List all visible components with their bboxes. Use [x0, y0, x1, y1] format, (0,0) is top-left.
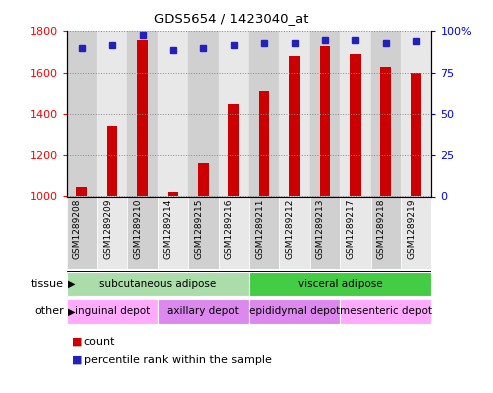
Bar	[340, 299, 431, 324]
Bar	[289, 56, 300, 196]
Bar	[228, 104, 239, 196]
Bar	[249, 272, 431, 296]
Bar	[350, 54, 361, 196]
Text: ■: ■	[71, 337, 82, 347]
Text: mesenteric depot: mesenteric depot	[340, 307, 432, 316]
Bar	[97, 31, 127, 196]
Bar	[249, 299, 340, 324]
Bar	[158, 31, 188, 196]
Bar	[188, 31, 218, 196]
Text: GSM1289208: GSM1289208	[73, 199, 82, 259]
Text: GSM1289218: GSM1289218	[377, 199, 386, 259]
Bar	[401, 31, 431, 196]
Bar	[158, 196, 188, 269]
Bar	[76, 187, 87, 196]
Bar	[371, 196, 401, 269]
Bar	[137, 40, 148, 197]
Bar	[67, 31, 97, 196]
Bar	[127, 31, 158, 196]
Text: inguinal depot: inguinal depot	[74, 307, 150, 316]
Text: GSM1289209: GSM1289209	[103, 199, 112, 259]
Bar	[249, 31, 280, 196]
Text: ▶: ▶	[68, 279, 75, 289]
Bar	[218, 196, 249, 269]
Bar	[127, 196, 158, 269]
Text: GSM1289216: GSM1289216	[225, 199, 234, 259]
Text: GSM1289217: GSM1289217	[347, 199, 355, 259]
Bar	[168, 192, 178, 196]
Bar	[411, 73, 422, 196]
Bar	[319, 46, 330, 196]
Text: GSM1289213: GSM1289213	[316, 199, 325, 259]
Bar	[310, 196, 340, 269]
Text: GSM1289214: GSM1289214	[164, 199, 173, 259]
Bar	[401, 196, 431, 269]
Text: GSM1289212: GSM1289212	[285, 199, 295, 259]
Bar	[280, 196, 310, 269]
Bar	[67, 299, 158, 324]
Bar	[67, 196, 97, 269]
Bar	[107, 126, 117, 196]
Text: visceral adipose: visceral adipose	[298, 279, 383, 289]
Bar	[67, 272, 249, 296]
Bar	[97, 196, 127, 269]
Bar	[340, 31, 371, 196]
Bar	[371, 31, 401, 196]
Text: epididymal depot: epididymal depot	[249, 307, 340, 316]
Bar	[198, 163, 209, 196]
Text: percentile rank within the sample: percentile rank within the sample	[84, 354, 272, 365]
Bar	[340, 196, 371, 269]
Text: subcutaneous adipose: subcutaneous adipose	[99, 279, 216, 289]
Bar	[249, 196, 280, 269]
Text: count: count	[84, 337, 115, 347]
Bar	[259, 91, 270, 196]
Bar	[381, 66, 391, 196]
Text: tissue: tissue	[31, 279, 64, 289]
Text: GSM1289211: GSM1289211	[255, 199, 264, 259]
Bar	[158, 299, 249, 324]
Bar	[188, 196, 218, 269]
Bar	[218, 31, 249, 196]
Text: ▶: ▶	[68, 307, 75, 316]
Text: axillary depot: axillary depot	[168, 307, 239, 316]
Text: GDS5654 / 1423040_at: GDS5654 / 1423040_at	[154, 12, 309, 25]
Bar	[310, 31, 340, 196]
Text: other: other	[35, 307, 64, 316]
Text: GSM1289210: GSM1289210	[134, 199, 142, 259]
Text: GSM1289219: GSM1289219	[407, 199, 416, 259]
Text: ■: ■	[71, 354, 82, 365]
Bar	[280, 31, 310, 196]
Text: GSM1289215: GSM1289215	[194, 199, 204, 259]
